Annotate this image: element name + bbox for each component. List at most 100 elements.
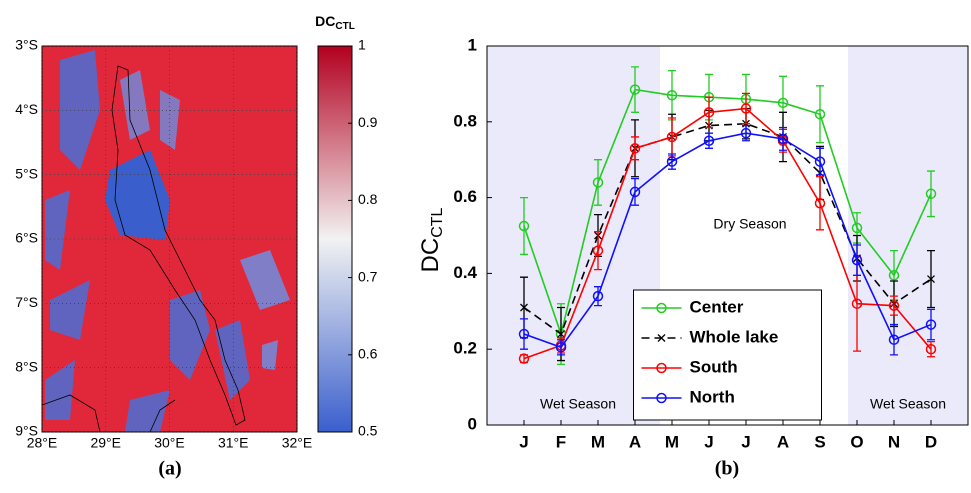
y-axis-label: DCCTL bbox=[417, 207, 446, 272]
data-point bbox=[518, 328, 530, 340]
data-point bbox=[851, 222, 863, 234]
colorbar-tick-label: 0.6 bbox=[358, 346, 378, 362]
data-point bbox=[555, 342, 567, 353]
panel-label: (a) bbox=[158, 458, 181, 480]
data-point bbox=[629, 84, 641, 95]
legend-label: Center bbox=[690, 297, 744, 316]
data-point bbox=[629, 186, 641, 198]
colorbar-tick-label: 0.5 bbox=[358, 423, 378, 439]
y-tick-label: 9°S bbox=[15, 423, 38, 439]
x-tick-label: O bbox=[850, 432, 863, 451]
data-point bbox=[927, 275, 935, 284]
legend-label: North bbox=[690, 387, 735, 406]
x-tick-label: D bbox=[925, 432, 937, 451]
data-point bbox=[814, 198, 826, 209]
x-tick-label: F bbox=[556, 432, 566, 451]
data-point bbox=[629, 143, 641, 154]
data-point bbox=[888, 300, 900, 311]
error-bar bbox=[816, 147, 824, 176]
data-point bbox=[925, 319, 937, 330]
annotation: Wet Season bbox=[540, 396, 616, 412]
series-line bbox=[523, 132, 932, 349]
y-tick-label: 0 bbox=[468, 414, 477, 433]
x-tick-label: J bbox=[519, 432, 528, 451]
y-tick-label: 3°S bbox=[15, 37, 38, 53]
data-point bbox=[740, 103, 752, 114]
data-point bbox=[518, 220, 530, 232]
x-tick-label: J bbox=[741, 432, 750, 451]
x-tick-label: 31°E bbox=[218, 435, 249, 451]
error-bar bbox=[631, 66, 639, 113]
data-point bbox=[703, 107, 715, 118]
data-point bbox=[740, 127, 752, 139]
colorbar-tick-label: 1 bbox=[358, 37, 366, 53]
legend-marker bbox=[656, 362, 667, 374]
wet-shade bbox=[848, 46, 968, 425]
x-tick-label: M bbox=[665, 432, 679, 451]
error-bar bbox=[890, 295, 898, 316]
y-tick-label: 4°S bbox=[15, 101, 38, 117]
data-point bbox=[592, 177, 604, 188]
data-point bbox=[666, 131, 678, 143]
data-point bbox=[851, 254, 863, 266]
y-tick-label: 0.4 bbox=[453, 263, 477, 282]
y-tick-label: 0.6 bbox=[453, 187, 477, 206]
data-point bbox=[703, 135, 715, 146]
data-point bbox=[777, 133, 789, 145]
error-bar bbox=[631, 136, 639, 161]
error-bar bbox=[705, 96, 713, 129]
colorbar-tick-label: 0.7 bbox=[358, 268, 378, 284]
x-tick-label: A bbox=[629, 432, 641, 451]
data-point bbox=[592, 290, 604, 302]
series-line bbox=[523, 122, 932, 336]
legend-label: Whole lake bbox=[690, 327, 779, 346]
error-bar bbox=[594, 231, 602, 271]
annotation: Wet Season bbox=[870, 396, 946, 412]
panel-label: (b) bbox=[715, 458, 739, 480]
data-point bbox=[888, 334, 900, 345]
data-point bbox=[592, 245, 604, 256]
data-point bbox=[814, 108, 826, 120]
y-tick-label: 0.8 bbox=[453, 111, 477, 130]
colorbar bbox=[317, 45, 353, 433]
x-tick-label: 30°E bbox=[154, 435, 185, 451]
error-bar bbox=[816, 176, 824, 231]
y-tick-label: 6°S bbox=[15, 230, 38, 246]
error-bar bbox=[927, 170, 935, 218]
data-point bbox=[777, 97, 789, 109]
x-tick-label: M bbox=[591, 432, 605, 451]
data-point bbox=[518, 353, 530, 364]
ylabel-main: DC bbox=[417, 238, 444, 273]
error-bar bbox=[890, 323, 898, 356]
data-point bbox=[925, 188, 937, 200]
x-tick-label: S bbox=[814, 432, 825, 451]
y-tick-label: 1 bbox=[468, 35, 477, 54]
colorbar-tick-label: 0.8 bbox=[358, 191, 378, 207]
x-tick-label: J bbox=[704, 432, 713, 451]
legend-marker bbox=[656, 392, 667, 404]
data-point bbox=[888, 270, 900, 281]
series-line bbox=[523, 88, 932, 337]
data-point bbox=[666, 156, 678, 167]
wet-shade bbox=[487, 46, 660, 425]
error-bar bbox=[631, 178, 639, 206]
x-tick-label: N bbox=[888, 432, 900, 451]
y-tick-label: 0.2 bbox=[453, 339, 477, 358]
y-tick-label: 7°S bbox=[15, 294, 38, 310]
error-bar bbox=[520, 196, 528, 256]
data-point bbox=[520, 303, 528, 312]
y-tick-label: 5°S bbox=[15, 165, 38, 181]
data-point bbox=[814, 156, 826, 167]
colorbar-tick-label: 0.9 bbox=[358, 114, 378, 130]
ylabel-sub: CTL bbox=[429, 207, 446, 237]
title-sub: CTL bbox=[335, 21, 354, 32]
legend-label: South bbox=[690, 357, 738, 376]
y-tick-label: 8°S bbox=[15, 358, 38, 374]
colorbar-title: DCCTL bbox=[315, 13, 355, 32]
error-bar bbox=[927, 308, 935, 341]
x-tick-label: A bbox=[777, 432, 789, 451]
legend-marker bbox=[656, 302, 667, 314]
error-bar bbox=[668, 117, 676, 157]
